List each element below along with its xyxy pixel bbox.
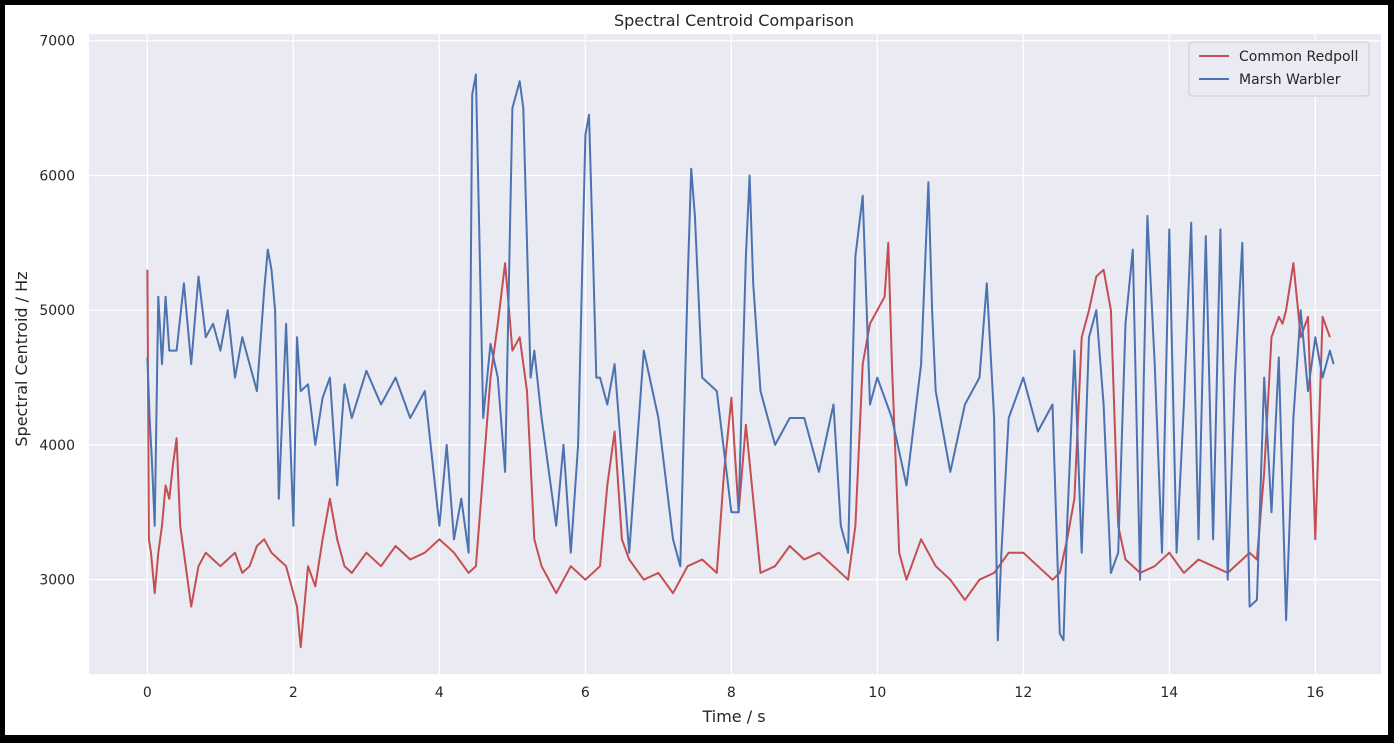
plot-area	[89, 34, 1381, 674]
series-layer	[146, 73, 1335, 649]
y-tick-label: 4000	[39, 438, 75, 454]
legend-label-common-redpoll: Common Redpoll	[1239, 49, 1358, 65]
x-tick-label: 14	[1160, 685, 1178, 701]
x-tick-label: 12	[1014, 685, 1032, 701]
y-axis-label: Spectral Centroid / Hz	[12, 271, 31, 446]
y-tick-label: 6000	[39, 168, 75, 184]
x-tick-label: 6	[581, 685, 590, 701]
series-line-marsh-warbler	[146, 73, 1335, 642]
x-tick-label: 10	[868, 685, 886, 701]
x-tick-label: 16	[1306, 685, 1324, 701]
series-line-common-redpoll	[146, 241, 1331, 649]
y-tick-label: 5000	[39, 303, 75, 319]
x-tick-label: 8	[727, 685, 736, 701]
x-tick-label: 4	[435, 685, 444, 701]
x-tick-label: 0	[143, 685, 152, 701]
line-chart: 0 2 4 6 8 10 12 14 16 3000 4000 5000 6000 7000 Spect…	[12, 11, 1381, 726]
legend-box	[1188, 41, 1370, 97]
y-tick-labels: 3000 4000 5000 6000 7000	[39, 34, 75, 589]
x-axis-label: Time / s	[701, 707, 765, 726]
x-tick-label: 2	[289, 685, 298, 701]
chart-title: Spectral Centroid Comparison	[614, 11, 854, 30]
y-tick-label: 7000	[39, 34, 75, 50]
legend: Common Redpoll Marsh Warbler	[1188, 41, 1370, 97]
grid-horizontal	[89, 40, 1381, 581]
legend-label-marsh-warbler: Marsh Warbler	[1239, 72, 1341, 88]
x-tick-labels: 0 2 4 6 8 10 12 14 16	[143, 685, 1324, 701]
y-tick-label: 3000	[39, 573, 75, 589]
chart-frame: 0 2 4 6 8 10 12 14 16 3000 4000 5000 6000 7000 Spect…	[5, 5, 1388, 735]
